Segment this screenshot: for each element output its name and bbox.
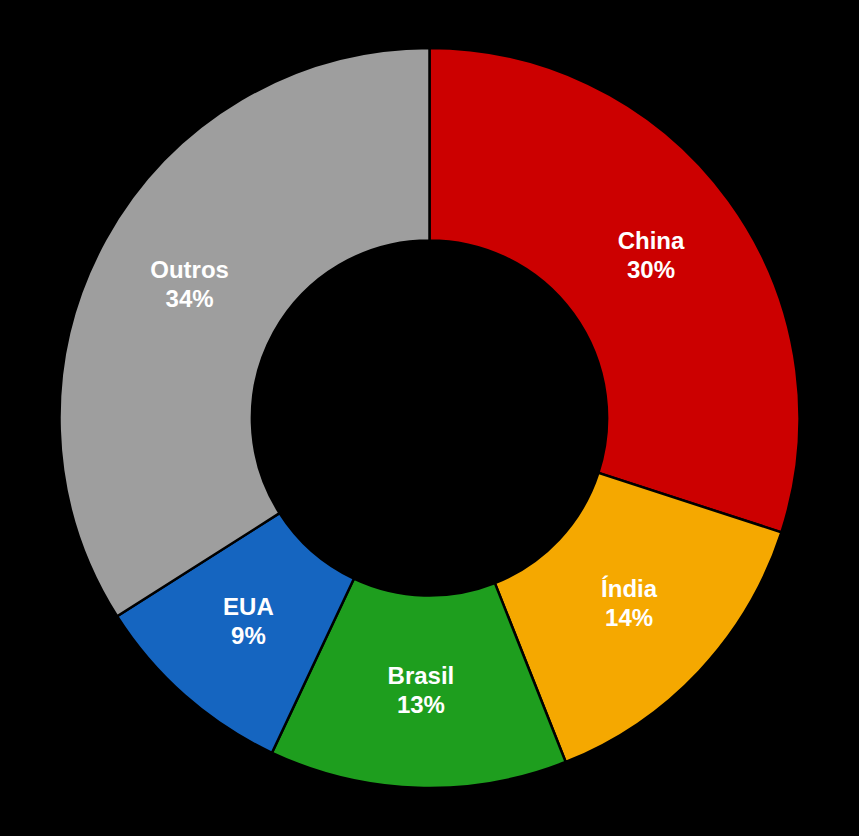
category-label: EUA xyxy=(223,593,274,620)
category-label: Outros xyxy=(150,256,229,283)
value-label: 9% xyxy=(231,622,266,649)
value-label: 30% xyxy=(627,256,675,283)
chart-svg: China30% Índia14% Brasil13% EUA9% Outros34% xyxy=(0,0,859,836)
value-label: 34% xyxy=(166,285,214,312)
wedge xyxy=(60,48,430,616)
category-label: Índia xyxy=(601,575,658,602)
wedges xyxy=(60,48,800,788)
chart-container: China30% Índia14% Brasil13% EUA9% Outros34% xyxy=(0,0,859,836)
wedge xyxy=(430,48,800,532)
category-label: Brasil xyxy=(388,662,455,689)
background xyxy=(0,0,859,836)
labels: China30% Índia14% Brasil13% EUA9% Outros34% xyxy=(150,227,685,718)
category-label: China xyxy=(618,227,685,254)
value-label: 13% xyxy=(397,691,445,718)
value-label: 14% xyxy=(605,604,653,631)
